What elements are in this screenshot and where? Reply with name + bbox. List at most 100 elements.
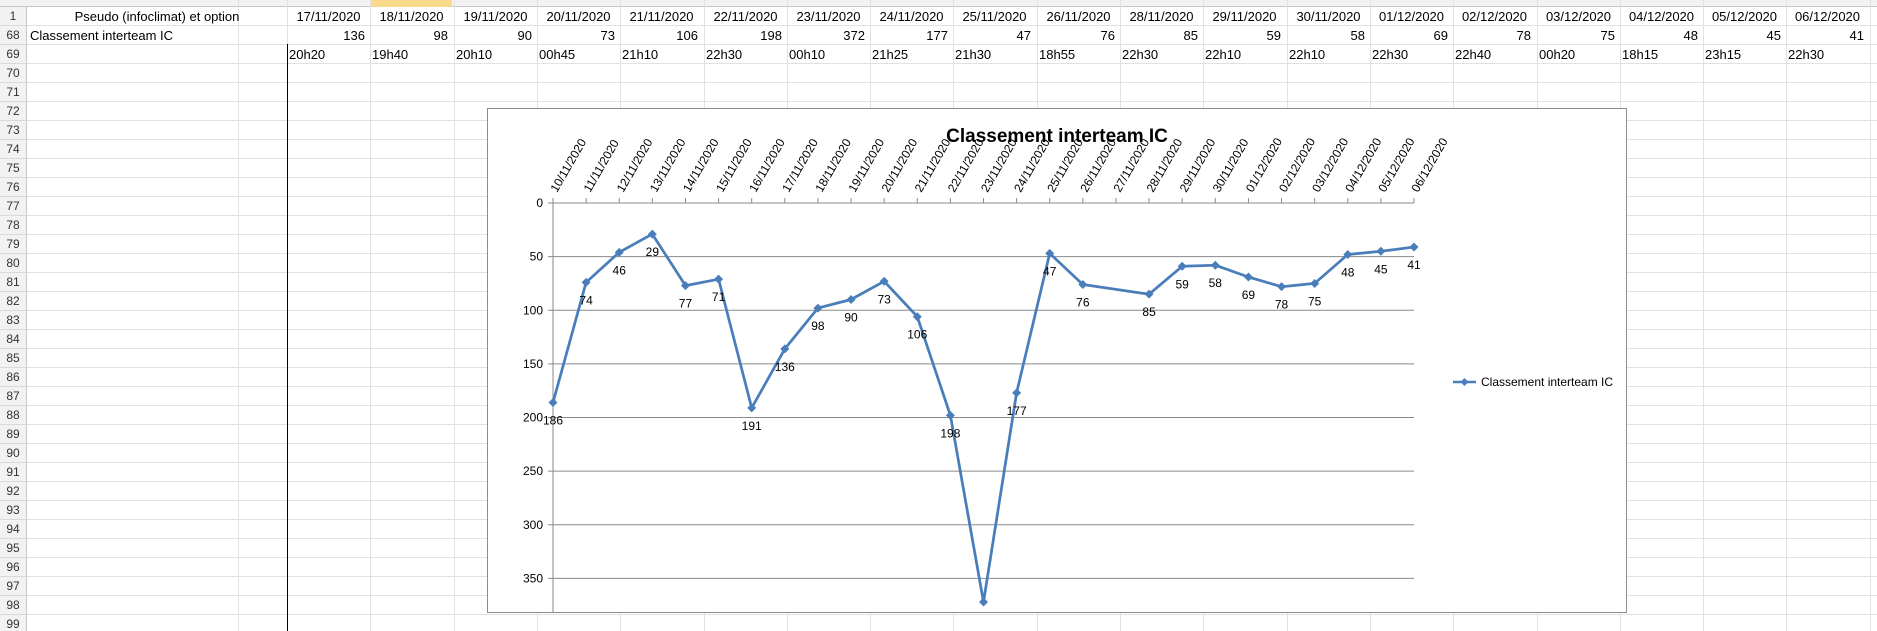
row-number[interactable]: 75	[0, 159, 27, 178]
time-cell[interactable]: 23h15	[1705, 47, 1742, 62]
time-cell[interactable]: 21h25	[872, 47, 909, 62]
row-number[interactable]: 1	[0, 7, 27, 26]
row-number[interactable]: 70	[0, 64, 27, 83]
time-cell[interactable]: 22h10	[1289, 47, 1326, 62]
row-number[interactable]: 72	[0, 102, 27, 121]
date-cell[interactable]: 19/11/2020	[463, 9, 528, 24]
time-cell[interactable]: 00h10	[789, 47, 826, 62]
date-cell[interactable]: 22/11/2020	[713, 9, 778, 24]
date-cell[interactable]: 02/12/2020	[1461, 9, 1528, 24]
date-cell[interactable]: 03/12/2020	[1545, 9, 1612, 24]
rank-cell[interactable]: 59	[1266, 28, 1281, 43]
row-number[interactable]: 94	[0, 520, 27, 539]
time-cell[interactable]: 22h40	[1455, 47, 1492, 62]
data-label: 177	[1007, 404, 1027, 418]
column-gridline	[238, 0, 239, 631]
column-header-strip[interactable]	[0, 0, 1877, 7]
time-cell[interactable]: 20h10	[456, 47, 493, 62]
row-number[interactable]: 79	[0, 235, 27, 254]
row-number[interactable]: 71	[0, 83, 27, 102]
chart-object[interactable]: Classement interteam IC 0 50 100 150 200 250 3…	[487, 108, 1627, 614]
row68-label-cell[interactable]: Classement interteam IC	[30, 28, 174, 43]
time-cell[interactable]: 18h55	[1039, 47, 1076, 62]
row-number[interactable]: 86	[0, 368, 27, 387]
rank-cell[interactable]: 78	[1516, 28, 1531, 43]
row-number[interactable]: 90	[0, 444, 27, 463]
rank-cell[interactable]: 75	[1600, 28, 1615, 43]
row-gridline	[27, 44, 1877, 45]
date-cell[interactable]: 25/11/2020	[962, 9, 1027, 24]
rank-cell[interactable]: 198	[760, 28, 782, 43]
row-number[interactable]: 74	[0, 140, 27, 159]
header-label-cell[interactable]: Pseudo (infoclimat) et option	[74, 9, 240, 24]
row-number[interactable]: 89	[0, 425, 27, 444]
rank-cell[interactable]: 106	[676, 28, 698, 43]
time-cell[interactable]: 22h30	[1122, 47, 1159, 62]
time-cell[interactable]: 00h20	[1539, 47, 1576, 62]
row-number[interactable]: 99	[0, 615, 27, 631]
date-cell[interactable]: 05/12/2020	[1711, 9, 1778, 24]
selected-column-header[interactable]	[370, 0, 452, 7]
row-number[interactable]: 96	[0, 558, 27, 577]
row-number[interactable]: 91	[0, 463, 27, 482]
date-cell[interactable]: 18/11/2020	[379, 9, 444, 24]
row-number[interactable]: 92	[0, 482, 27, 501]
time-cell[interactable]: 22h30	[1788, 47, 1825, 62]
date-cell[interactable]: 29/11/2020	[1212, 9, 1277, 24]
row-number[interactable]: 95	[0, 539, 27, 558]
time-cell[interactable]: 22h30	[1372, 47, 1409, 62]
rank-cell[interactable]: 48	[1683, 28, 1698, 43]
row-number[interactable]: 69	[0, 45, 27, 64]
rank-cell[interactable]: 73	[600, 28, 615, 43]
row-number[interactable]: 84	[0, 330, 27, 349]
date-cell[interactable]: 06/12/2020	[1794, 9, 1861, 24]
rank-cell[interactable]: 98	[433, 28, 448, 43]
time-cell[interactable]: 18h15	[1622, 47, 1659, 62]
rank-cell[interactable]: 90	[517, 28, 532, 43]
rank-cell[interactable]: 45	[1766, 28, 1781, 43]
date-cell[interactable]: 28/11/2020	[1129, 9, 1194, 24]
row-number[interactable]: 73	[0, 121, 27, 140]
rank-cell[interactable]: 76	[1100, 28, 1115, 43]
time-cell[interactable]: 20h20	[289, 47, 326, 62]
rank-cell[interactable]: 372	[843, 28, 865, 43]
rank-cell[interactable]: 136	[343, 28, 365, 43]
date-cell[interactable]: 26/11/2020	[1046, 9, 1111, 24]
date-cell[interactable]: 24/11/2020	[879, 9, 944, 24]
time-cell[interactable]: 19h40	[372, 47, 409, 62]
date-cell[interactable]: 20/11/2020	[546, 9, 611, 24]
row-number[interactable]: 87	[0, 387, 27, 406]
row-number[interactable]: 82	[0, 292, 27, 311]
date-cell[interactable]: 23/11/2020	[796, 9, 861, 24]
column-gridline	[1870, 0, 1871, 631]
row-number[interactable]: 68	[0, 26, 27, 45]
date-cell[interactable]: 21/11/2020	[629, 9, 694, 24]
date-cell[interactable]: 17/11/2020	[296, 9, 361, 24]
row-number[interactable]: 81	[0, 273, 27, 292]
date-cell[interactable]: 04/12/2020	[1628, 9, 1695, 24]
time-cell[interactable]: 21h30	[955, 47, 992, 62]
time-cell[interactable]: 00h45	[539, 47, 576, 62]
rank-cell[interactable]: 85	[1183, 28, 1198, 43]
row-number[interactable]: 97	[0, 577, 27, 596]
data-point-marker	[846, 295, 856, 305]
row-number[interactable]: 93	[0, 501, 27, 520]
date-cell[interactable]: 01/12/2020	[1378, 9, 1445, 24]
row-number[interactable]: 88	[0, 406, 27, 425]
row-number[interactable]: 98	[0, 596, 27, 615]
row-number[interactable]: 77	[0, 197, 27, 216]
rank-cell[interactable]: 47	[1016, 28, 1031, 43]
row-number[interactable]: 85	[0, 349, 27, 368]
time-cell[interactable]: 22h30	[706, 47, 743, 62]
row-number[interactable]: 78	[0, 216, 27, 235]
row-number[interactable]: 76	[0, 178, 27, 197]
rank-cell[interactable]: 177	[926, 28, 948, 43]
row-number[interactable]: 80	[0, 254, 27, 273]
rank-cell[interactable]: 69	[1433, 28, 1448, 43]
time-cell[interactable]: 22h10	[1205, 47, 1242, 62]
row-number[interactable]: 83	[0, 311, 27, 330]
rank-cell[interactable]: 41	[1849, 28, 1864, 43]
rank-cell[interactable]: 58	[1350, 28, 1365, 43]
time-cell[interactable]: 21h10	[622, 47, 659, 62]
date-cell[interactable]: 30/11/2020	[1296, 9, 1361, 24]
